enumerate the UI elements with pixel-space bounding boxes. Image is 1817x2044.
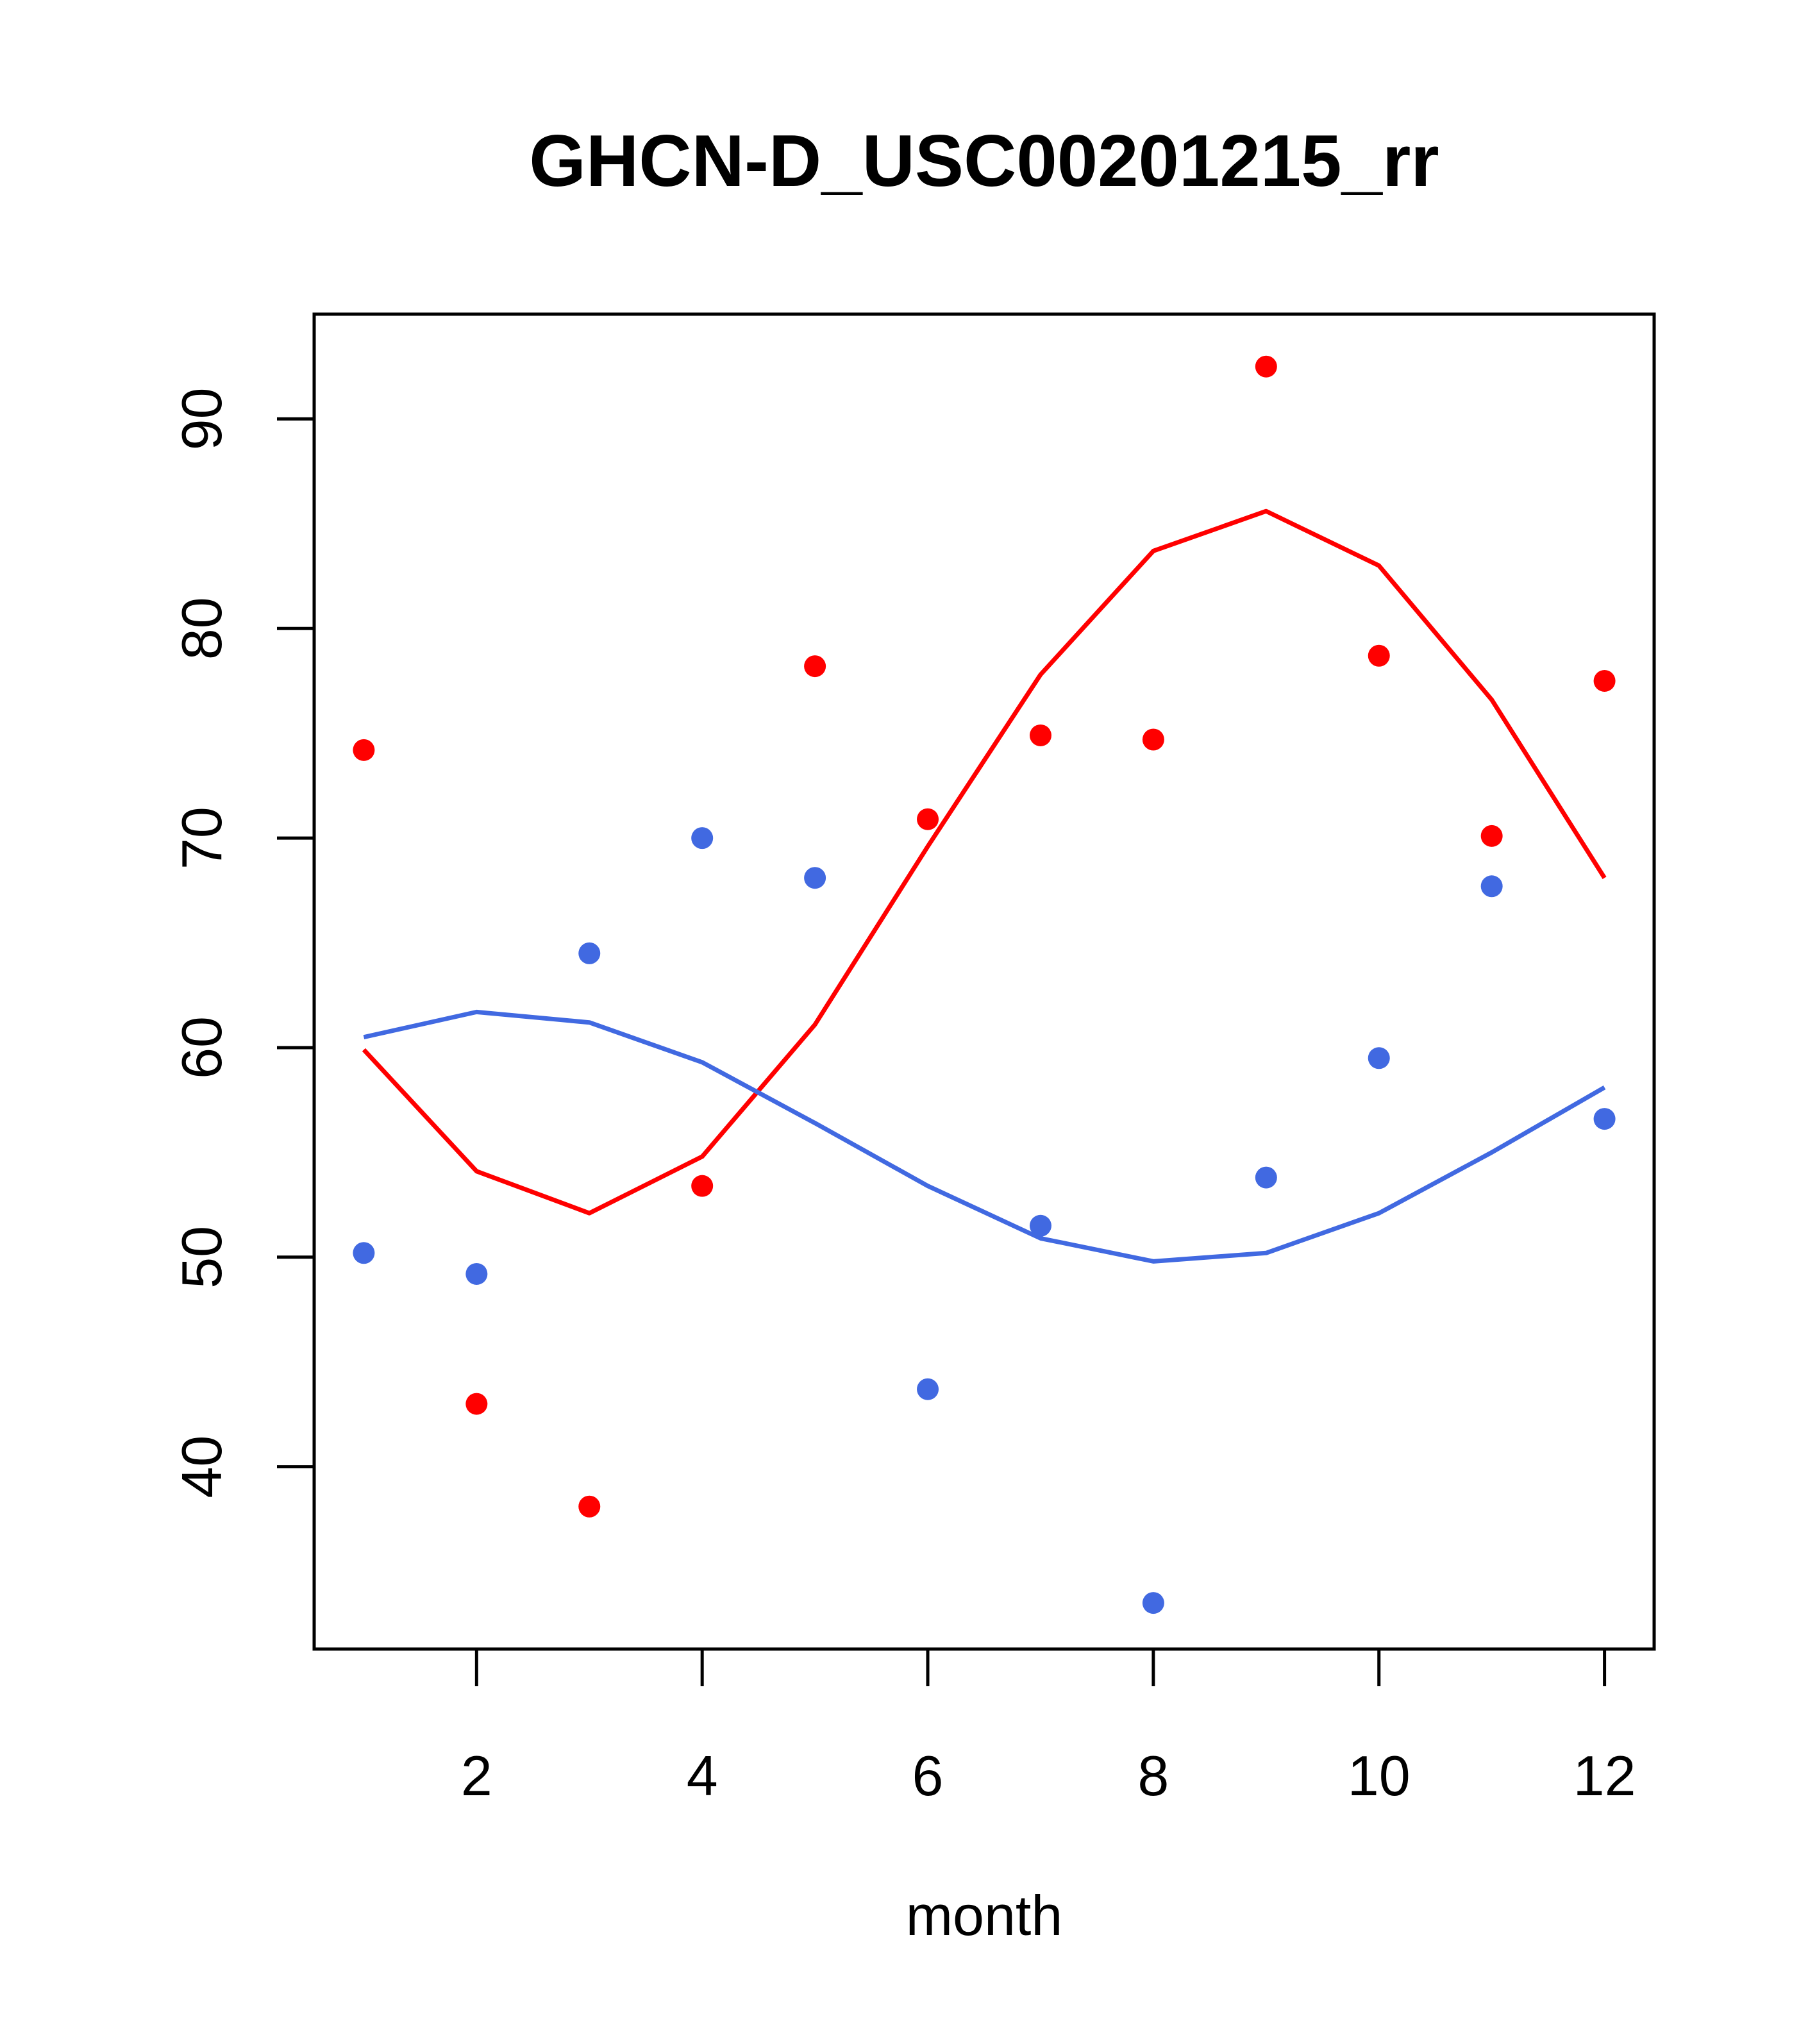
series-lines [362, 508, 1607, 1264]
series-2-point [578, 942, 601, 964]
series-points [353, 355, 1616, 1614]
series-2-point [465, 1262, 488, 1285]
y-tick-label: 80 [170, 597, 233, 660]
series-1-point [1142, 728, 1164, 751]
x-tick-label: 8 [1137, 1744, 1169, 1807]
series-1-point [1029, 724, 1051, 746]
series-1-point [578, 1495, 601, 1518]
series-2-point [1255, 1166, 1277, 1189]
x-tick-label: 4 [687, 1744, 718, 1807]
x-axis-label: month [906, 1884, 1063, 1947]
y-tick-label: 70 [170, 807, 233, 869]
y-tick-label: 90 [170, 387, 233, 450]
series-1-point [1593, 669, 1616, 692]
y-axis: 40 50 60 70 80 90 [170, 387, 314, 1498]
series-2-line [363, 1009, 1606, 1264]
y-tick-label: 50 [170, 1226, 233, 1289]
series-2-point [1029, 1214, 1051, 1237]
series-2-point [917, 1378, 939, 1400]
x-tick-label: 10 [1348, 1744, 1411, 1807]
y-tick-label: 60 [170, 1016, 233, 1079]
series-1-point [1255, 355, 1277, 378]
y-tick-label: 40 [170, 1436, 233, 1498]
x-axis: 2 4 6 8 10 12 [461, 1649, 1636, 1807]
series-1-point [917, 808, 939, 830]
series-1-point [1368, 644, 1390, 667]
series-2-point [1142, 1592, 1164, 1614]
series-1-point [1480, 825, 1503, 847]
series-1-point [353, 739, 375, 761]
x-tick-label: 6 [912, 1744, 944, 1807]
series-1-point [691, 1175, 714, 1197]
x-tick-label: 2 [461, 1744, 492, 1807]
series-1-line [362, 508, 1607, 1216]
series-1-point [804, 655, 826, 678]
series-2-point [804, 867, 826, 889]
chart-title: GHCN-D_USC00201215_rr [529, 121, 1439, 202]
series-1-point [465, 1393, 488, 1415]
series-2-point [1593, 1108, 1616, 1130]
x-tick-label: 12 [1573, 1744, 1636, 1807]
plot-frame [312, 312, 1656, 1651]
series-2-point [353, 1242, 375, 1264]
series-2-point [1480, 875, 1503, 898]
series-2-point [1368, 1047, 1390, 1069]
series-2-point [691, 827, 714, 850]
